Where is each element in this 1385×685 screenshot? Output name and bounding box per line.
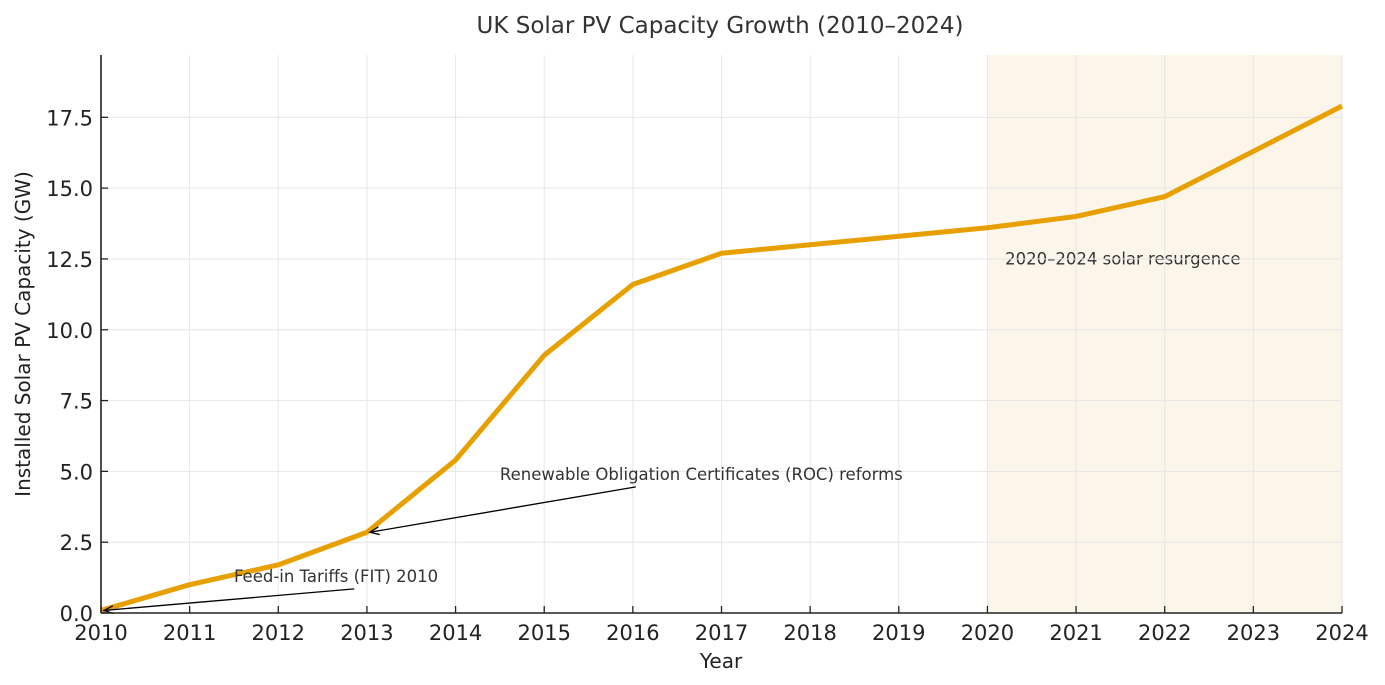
x-tick-label: 2014 bbox=[429, 621, 482, 645]
x-tick-label: 2021 bbox=[1049, 621, 1102, 645]
y-tick-label: 0.0 bbox=[60, 602, 93, 626]
x-tick-label: 2023 bbox=[1227, 621, 1280, 645]
y-tick-label: 10.0 bbox=[46, 319, 93, 343]
x-tick-label: 2024 bbox=[1315, 621, 1368, 645]
x-tick-label: 2016 bbox=[606, 621, 659, 645]
annotation-text: Renewable Obligation Certificates (ROC) … bbox=[500, 465, 903, 484]
x-tick-label: 2018 bbox=[783, 621, 836, 645]
arrowhead bbox=[368, 526, 380, 536]
x-tick-label: 2010 bbox=[74, 621, 127, 645]
y-tick-label: 7.5 bbox=[60, 390, 93, 414]
x-tick-label: 2017 bbox=[695, 621, 748, 645]
x-tick-label: 2019 bbox=[872, 621, 925, 645]
y-tick-label: 12.5 bbox=[46, 248, 93, 272]
x-tick-label: 2015 bbox=[517, 621, 570, 645]
annotation-arrow bbox=[103, 588, 355, 612]
annotation-arrow bbox=[369, 486, 637, 533]
y-tick-label: 15.0 bbox=[46, 177, 93, 201]
chart-title: UK Solar PV Capacity Growth (2010–2024) bbox=[477, 13, 964, 39]
x-tick-label: 2012 bbox=[252, 621, 305, 645]
annotation-text: Feed-in Tariffs (FIT) 2010 bbox=[234, 567, 438, 586]
x-tick-label: 2013 bbox=[340, 621, 393, 645]
x-tick-label: 2022 bbox=[1138, 621, 1191, 645]
y-tick-label: 17.5 bbox=[46, 106, 93, 130]
x-tick-label: 2020 bbox=[961, 621, 1014, 645]
y-tick-label: 5.0 bbox=[60, 460, 93, 484]
x-axis-label: Year bbox=[699, 649, 743, 673]
y-axis-label: Installed Solar PV Capacity (GW) bbox=[11, 171, 35, 497]
x-tick-label: 2011 bbox=[163, 621, 216, 645]
y-tick-label: 2.5 bbox=[60, 531, 93, 555]
